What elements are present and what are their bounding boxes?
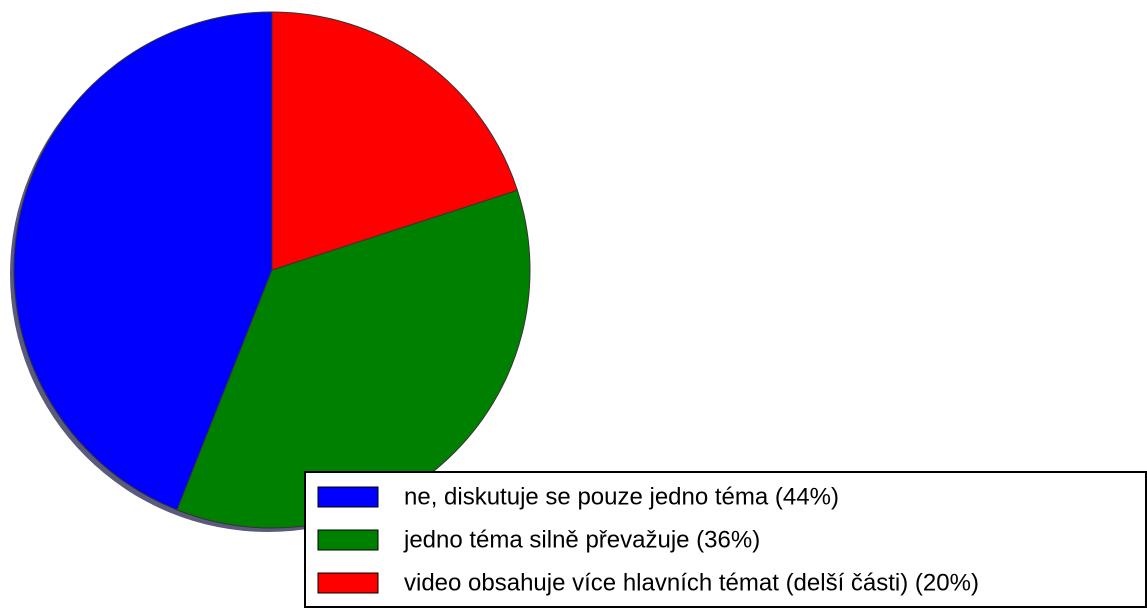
pie: [13, 11, 531, 529]
legend-label: ne, diskutuje se pouze jedno téma (44%): [404, 483, 839, 510]
legend-swatch: [317, 529, 379, 551]
legend-swatch: [317, 486, 379, 508]
legend-swatch: [317, 572, 379, 594]
legend: ne, diskutuje se pouze jedno téma (44%) j…: [317, 483, 979, 596]
legend-label: jedno téma silně převažuje (36%): [403, 526, 760, 553]
legend-label: video obsahuje více hlavních témat (delš…: [404, 569, 979, 596]
pie-slice: [271, 11, 519, 271]
legend-box: [304, 471, 1147, 608]
pie-slice: [176, 189, 531, 529]
pie-slice: [13, 11, 273, 511]
